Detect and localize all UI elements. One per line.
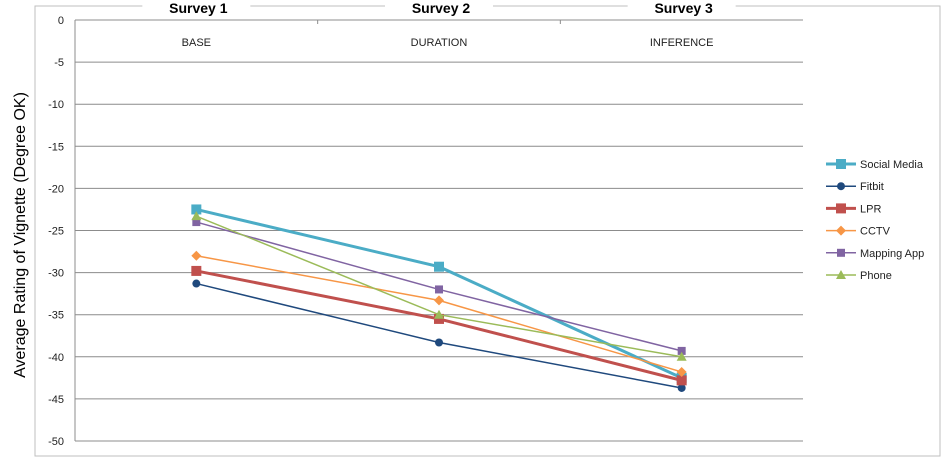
data-point: [191, 250, 202, 261]
legend-label: Phone: [860, 270, 892, 282]
y-tick-label: -50: [48, 436, 64, 448]
legend: Social Media Fitbit LPR CCTV Mapping App Phon…: [826, 159, 924, 282]
series-cctv: [191, 250, 687, 377]
survey-label-bg: [627, 0, 736, 18]
legend-item: Fitbit: [826, 181, 884, 193]
y-tick-label: -40: [48, 352, 64, 364]
y-tick-label: -20: [48, 183, 64, 195]
data-point: [676, 366, 687, 377]
y-tick-label: -5: [54, 57, 64, 69]
survey-label-bg: [142, 0, 251, 18]
data-point: [837, 248, 845, 257]
data-point: [677, 346, 686, 355]
data-point: [836, 203, 846, 214]
legend-item: Phone: [826, 270, 892, 282]
data-point: [192, 279, 201, 288]
gridlines: [75, 19, 803, 442]
survey-labels: Survey 1 Survey 2 Survey 3: [142, 0, 736, 18]
survey-label: Survey 3: [654, 0, 713, 16]
x-tick-label: INFERENCE: [650, 37, 714, 49]
category-labels: BASE DURATION INFERENCE: [182, 37, 714, 49]
data-point: [434, 313, 444, 324]
data-point: [435, 285, 443, 294]
data-point: [836, 159, 846, 169]
survey-label: Survey 1: [169, 0, 228, 16]
x-tick-label: DURATION: [411, 37, 468, 49]
y-tick-label: 0: [58, 15, 64, 27]
series-mapping-app: [192, 218, 686, 355]
data-point: [676, 351, 687, 361]
data-point: [435, 338, 443, 347]
data-point: [836, 225, 846, 236]
data-point: [676, 375, 687, 386]
y-tick-label: -25: [48, 226, 64, 238]
legend-label: LPR: [860, 203, 881, 215]
survey-label-bg: [385, 0, 493, 18]
survey-label: Survey 2: [412, 0, 471, 16]
series-lines: [191, 204, 687, 392]
y-tick-label: -10: [48, 99, 64, 111]
data-point: [434, 261, 444, 272]
data-point: [837, 182, 845, 191]
series-lpr: [191, 265, 687, 386]
data-point: [192, 218, 201, 227]
y-tick-label: -15: [48, 141, 64, 153]
legend-item: Social Media: [826, 159, 924, 171]
x-tick-label: BASE: [182, 37, 211, 49]
series-phone: [191, 211, 687, 361]
y-axis-title: Average Rating of Vignette (Degree OK): [12, 92, 29, 378]
legend-label: Mapping App: [860, 248, 924, 260]
y-tick-label: -45: [48, 394, 64, 406]
y-tick-label: -35: [48, 310, 64, 322]
legend-item: Mapping App: [826, 248, 924, 260]
legend-item: LPR: [826, 203, 881, 215]
legend-label: Social Media: [860, 159, 924, 171]
y-tick-label: -30: [48, 268, 64, 280]
series-line: [195, 207, 683, 380]
legend-label: CCTV: [860, 226, 891, 238]
data-point: [191, 265, 202, 276]
y-axis: 0 -5 -10 -15 -20 -25 -30 -35 -40 -45 -50: [48, 15, 561, 448]
data-point: [836, 270, 846, 279]
series-fitbit: [192, 279, 686, 392]
legend-item: CCTV: [826, 225, 891, 238]
data-point: [434, 295, 444, 306]
data-point: [191, 204, 202, 215]
legend-label: Fitbit: [860, 181, 884, 193]
data-point: [434, 309, 444, 319]
data-point: [191, 211, 202, 221]
series-social-media: [191, 204, 687, 383]
data-point: [677, 383, 686, 392]
